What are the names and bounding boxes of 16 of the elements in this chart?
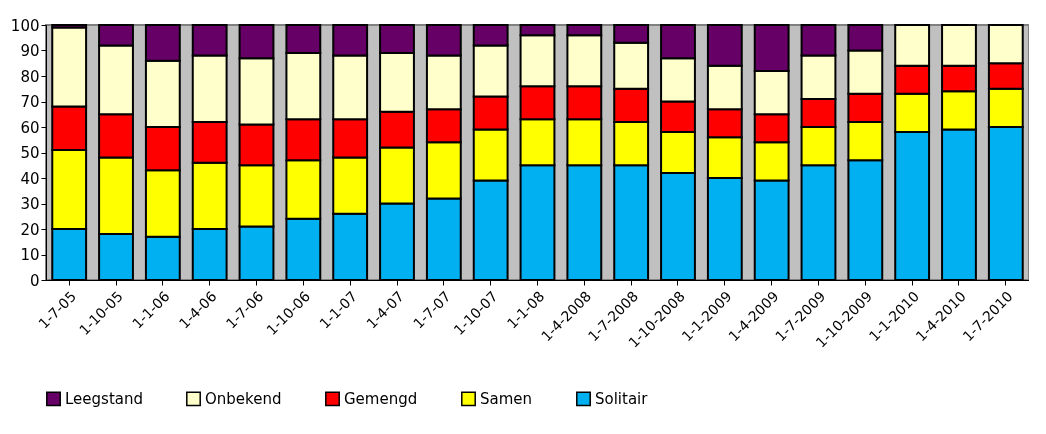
y-tick-label: 10 bbox=[20, 246, 40, 264]
legend-label: Gemengd bbox=[344, 389, 418, 408]
y-tick-label: 70 bbox=[20, 93, 40, 111]
y-tick-label: 20 bbox=[20, 220, 40, 239]
y-tick-label: 50 bbox=[20, 144, 40, 162]
legend-label: Samen bbox=[480, 389, 533, 408]
legend-label: Solitair bbox=[595, 389, 649, 408]
y-tick-label: 30 bbox=[20, 195, 40, 213]
legend-label: Leegstand bbox=[65, 389, 143, 408]
y-tick-label: 80 bbox=[20, 67, 40, 86]
y-tick-label: 60 bbox=[20, 118, 40, 137]
y-tick-label: 40 bbox=[20, 169, 40, 188]
y-tick-label: 100 bbox=[10, 16, 40, 35]
y-tick-label: 0 bbox=[29, 271, 40, 290]
y-tick-label: 90 bbox=[20, 42, 40, 60]
legend-label: Onbekend bbox=[205, 389, 282, 408]
